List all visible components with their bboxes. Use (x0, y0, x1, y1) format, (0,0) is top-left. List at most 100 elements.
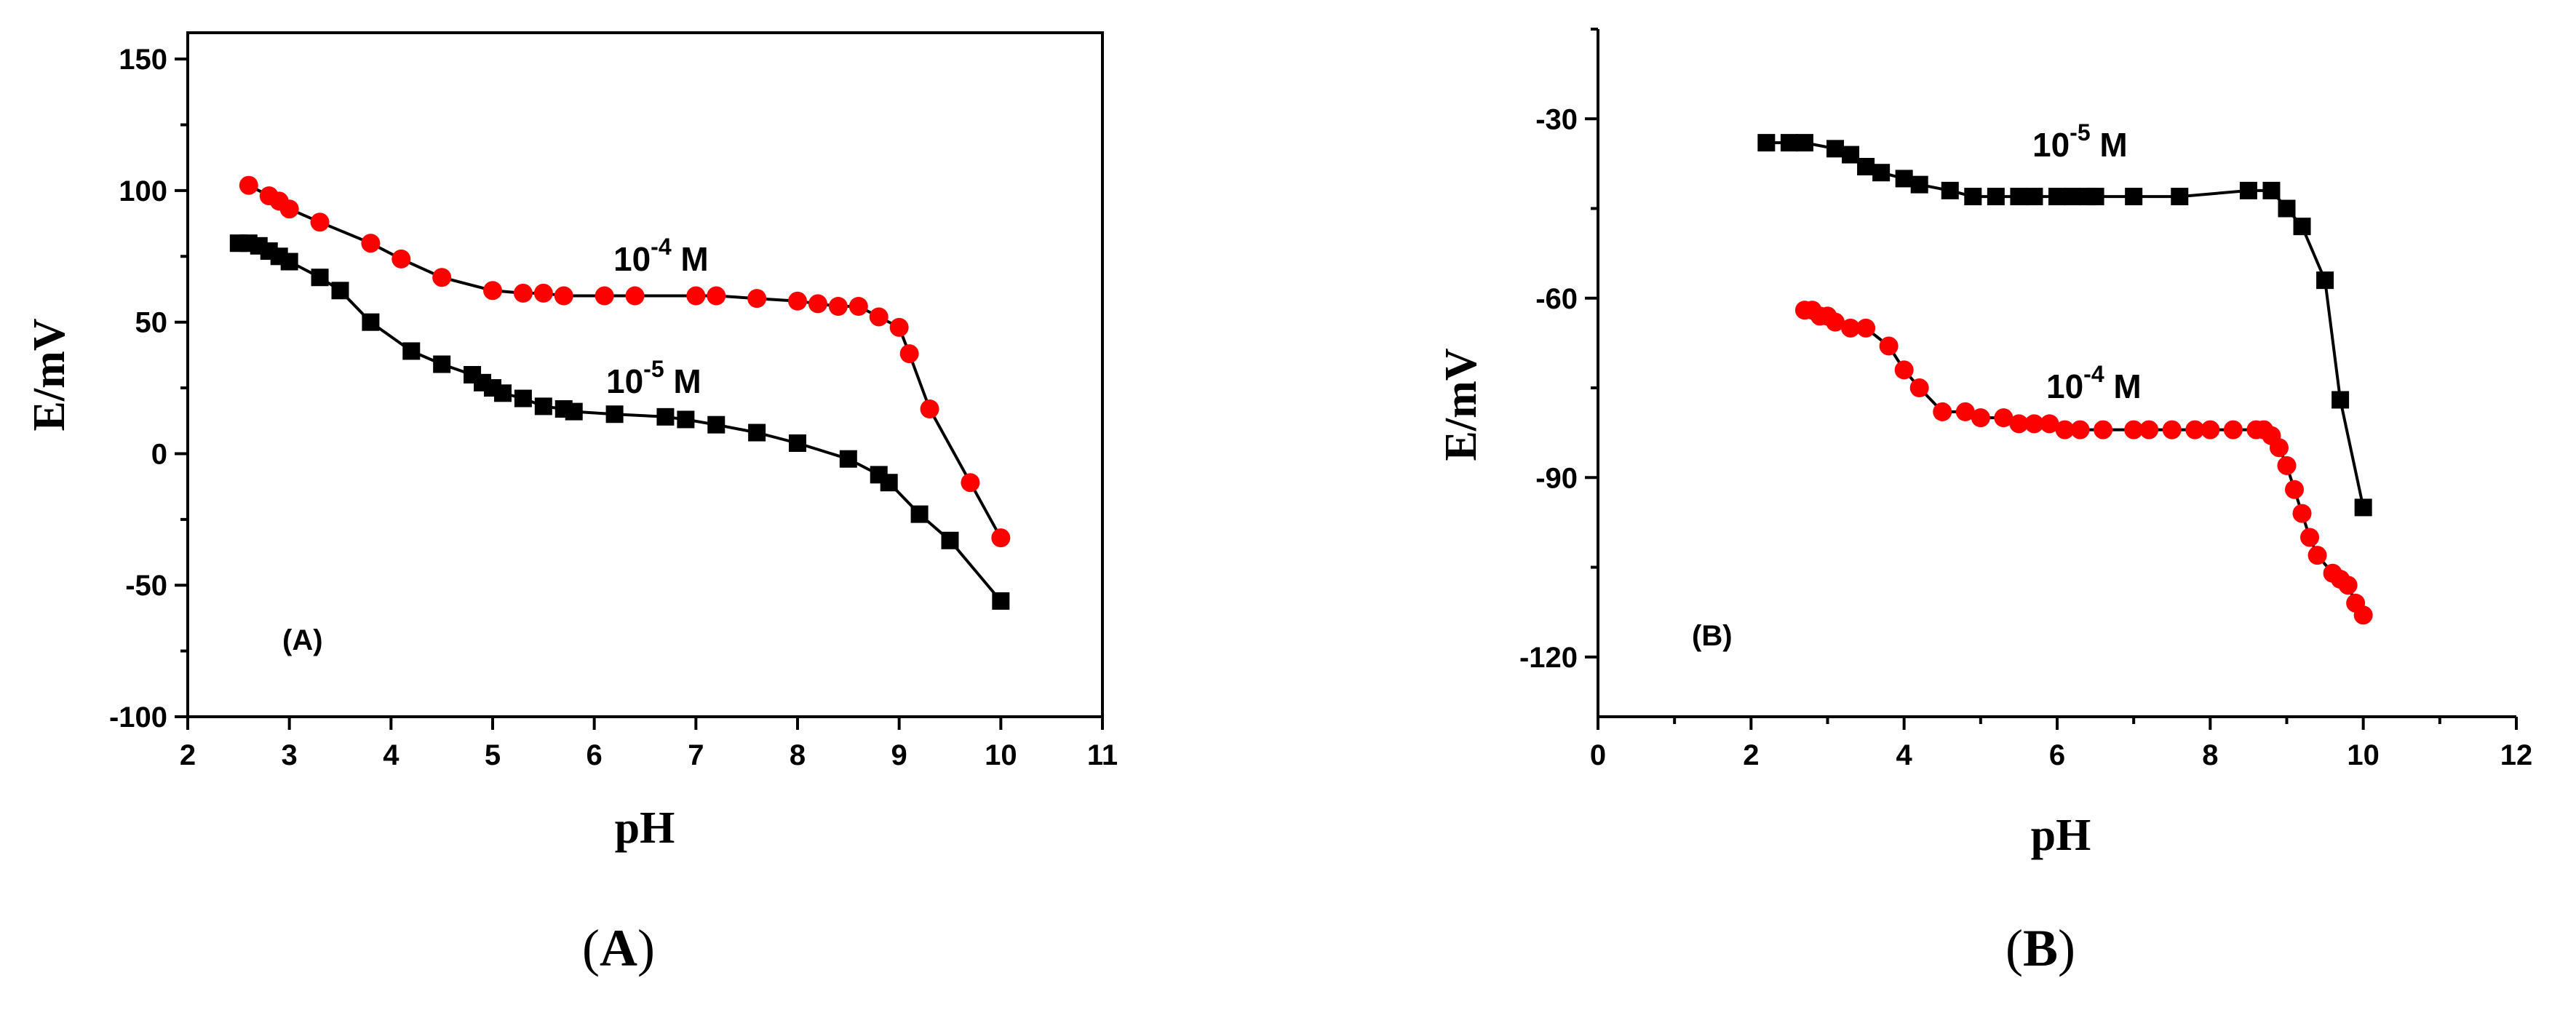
panel-a-series-0-point (707, 286, 726, 306)
panel-b-y-tick-label: -90 (1535, 462, 1578, 494)
panel-a-series-1-point (280, 252, 298, 271)
panel-a-x-tick-label: 4 (383, 739, 399, 771)
panel-a-x-tick-label: 9 (891, 739, 907, 771)
panel-a-series-label-1e-4-exp: -4 (651, 234, 672, 260)
panel-a-ticks: 2 3 4 5 6 7 8 9 10 11 -100 -50 0 50 100 150 (109, 44, 1118, 771)
panel-a-x-axis-title: pH (615, 803, 675, 853)
panel-a-series-0-point (869, 307, 889, 327)
panel-b-series-1-point (2285, 480, 2305, 499)
panel-a-series-0-point (310, 212, 330, 232)
panel-b-series-1-point (2009, 414, 2029, 434)
panel-b-series-0-point (1964, 188, 1982, 206)
panel-b-series-1-point (2292, 504, 2312, 523)
panel-b-series-1-point (1894, 360, 1914, 380)
panel-b-x-tick-label: 4 (1896, 739, 1913, 771)
panel-a-y-tick-label: -100 (109, 701, 167, 733)
panel-b-series-label-1e-5-space (2091, 126, 2100, 164)
panel-b-series-label-1e-5-unit: M (2099, 126, 2127, 164)
panel-b-y-axis-title: E/mV (1436, 348, 1486, 461)
panel-b-series-0-point (2025, 188, 2043, 206)
panel-a-series-1-point (880, 474, 898, 492)
panel-b-series-0-point (1910, 175, 1928, 194)
panel-b-x-tick-label: 2 (1743, 739, 1759, 771)
panel-b-series-label-1e-4: 10-4 M (2046, 361, 2142, 405)
panel-a-series-0-point (391, 249, 411, 269)
panel-b-series-1-point (2055, 420, 2075, 440)
panel-a-series-1-point (941, 531, 959, 549)
panel-b-series-1-point (2139, 420, 2159, 440)
panel-b-series-label-1e-5: 10-5 M (2032, 119, 2128, 164)
panel-b-y-tick-label: -120 (1519, 642, 1578, 674)
panel-b-series-1-point (2338, 576, 2358, 595)
panel-b-series-1-point (2277, 456, 2297, 475)
panel-b-series-1-point (2070, 420, 2090, 440)
panel-a-series-0-point (828, 297, 848, 316)
panel-b-series-0-point (1826, 140, 1845, 158)
panel-a-caption: (A) (582, 919, 655, 977)
panel-a-series-label-1e-4-unit: M (680, 240, 708, 278)
panel-a-x-tick-label: 10 (985, 739, 1017, 771)
panel-b-series-1-point (2024, 414, 2044, 434)
panel-b-series-0-point (2064, 188, 2082, 206)
panel-a-series-label-1e-5-base: 10 (606, 362, 643, 400)
panel-a-series-0-point (625, 286, 645, 306)
panel-a-series-1-point (433, 355, 451, 373)
panel-a-series-1-point (311, 269, 329, 287)
panel-b-series-label-1e-4-space (2104, 367, 2114, 405)
panel-b-x-tick-label: 8 (2202, 739, 2218, 771)
panel-a-x-tick-label: 7 (688, 739, 704, 771)
panel-a-series-1-point (402, 342, 421, 360)
panel-a-marks (229, 175, 1011, 610)
panel-a-y-tick-label: 50 (135, 307, 168, 339)
panel-b-y-tick-label: -60 (1535, 283, 1578, 315)
panel-a-tag: (A) (282, 624, 323, 656)
panel-b-series-1-point (1933, 402, 1952, 421)
panel-b-series-1-point (2269, 438, 2289, 458)
panel-b-series-0-point (1857, 158, 1875, 175)
panel-b-series-1-point (2094, 420, 2113, 440)
panel-a-series-1-point (534, 397, 552, 415)
panel-a-series-1-point (748, 423, 766, 442)
panel-a-series-0-point (961, 473, 980, 493)
panel-b-series-label-1e-4-exp: -4 (2083, 361, 2104, 387)
panel-b-series-0-point (2331, 391, 2350, 409)
panel-a-series-0-point (889, 317, 909, 337)
panel-b-series-1-point (2223, 420, 2243, 440)
panel-a-series-0-point (239, 175, 258, 195)
panel-a-series-label-1e-4-space (672, 240, 681, 278)
panel-b-series-1-point (2185, 420, 2205, 440)
panel-a-series-0-point (513, 283, 533, 303)
panel-b-series-1-point (1879, 336, 1899, 356)
panel-a-series-0-point (808, 294, 827, 314)
panel-b-series-1-point (2353, 605, 2373, 625)
panel-b-caption-letter: B (2023, 919, 2058, 977)
panel-b-x-axis-title: pH (2031, 811, 2091, 860)
panel-a-series-0-point (848, 297, 868, 316)
panel-b-series-0-point (1941, 181, 1959, 199)
panel-b-x-tick-label: 6 (2049, 739, 2065, 771)
panel-a-series-1-point (707, 415, 726, 434)
panel-a-y-tick-label: 150 (119, 44, 167, 76)
panel-a-series-0-point (361, 234, 381, 253)
panel-a-x-tick-label: 11 (1087, 739, 1118, 771)
panel-a-series-1-point (331, 282, 349, 300)
panel-b-series-0-point (2316, 271, 2334, 290)
panel-a-series-0-point (554, 286, 573, 306)
panel-b-series-0-point (2262, 181, 2281, 199)
panel-a-x-tick-label: 8 (790, 739, 806, 771)
panel-b-series-1-point (1971, 408, 1990, 428)
panel-b-series-1-point (1909, 378, 1929, 398)
panel-a-series-0-point (747, 289, 767, 309)
panel-a-series-label-1e-4: 10-4 M (613, 234, 709, 278)
panel-a-series-label-1e-5-exp: -5 (643, 356, 664, 382)
panel-a-series-1-point (910, 505, 929, 523)
panel-b-marks (1757, 134, 2373, 625)
panel-a-y-axis-title: E/mV (25, 318, 74, 431)
panel-b-series-0-point (2125, 188, 2143, 206)
panel-a-series-1-point (565, 402, 583, 421)
panel-b-series-1-point (1856, 318, 1876, 338)
panel-b-series-0-point (1757, 134, 1776, 152)
panel-b-tag: (B) (1692, 620, 1733, 652)
panel-b-series-1-point (2040, 414, 2059, 434)
